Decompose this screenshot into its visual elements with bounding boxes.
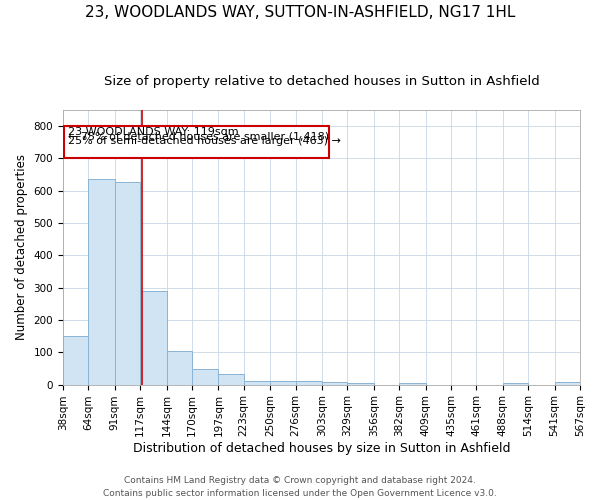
X-axis label: Distribution of detached houses by size in Sutton in Ashfield: Distribution of detached houses by size …: [133, 442, 510, 455]
Y-axis label: Number of detached properties: Number of detached properties: [15, 154, 28, 340]
Bar: [167, 352, 192, 384]
Bar: [88, 180, 115, 384]
FancyBboxPatch shape: [64, 126, 329, 158]
Bar: [347, 383, 374, 384]
Bar: [296, 382, 322, 384]
Text: Contains HM Land Registry data © Crown copyright and database right 2024.
Contai: Contains HM Land Registry data © Crown c…: [103, 476, 497, 498]
Bar: [63, 336, 88, 384]
Text: 23, WOODLANDS WAY, SUTTON-IN-ASHFIELD, NG17 1HL: 23, WOODLANDS WAY, SUTTON-IN-ASHFIELD, N…: [85, 5, 515, 20]
Bar: [192, 370, 218, 384]
Text: ← 75% of detached houses are smaller (1,418): ← 75% of detached houses are smaller (1,…: [68, 132, 329, 142]
Bar: [115, 182, 140, 384]
Bar: [503, 383, 528, 384]
Bar: [244, 380, 270, 384]
Bar: [554, 382, 580, 384]
Title: Size of property relative to detached houses in Sutton in Ashfield: Size of property relative to detached ho…: [104, 75, 539, 88]
Bar: [322, 382, 347, 384]
Bar: [270, 382, 296, 384]
Bar: [218, 374, 244, 384]
Bar: [399, 383, 425, 384]
Text: 23 WOODLANDS WAY: 119sqm: 23 WOODLANDS WAY: 119sqm: [68, 128, 238, 138]
Bar: [140, 291, 167, 384]
Text: 25% of semi-detached houses are larger (463) →: 25% of semi-detached houses are larger (…: [68, 136, 341, 146]
